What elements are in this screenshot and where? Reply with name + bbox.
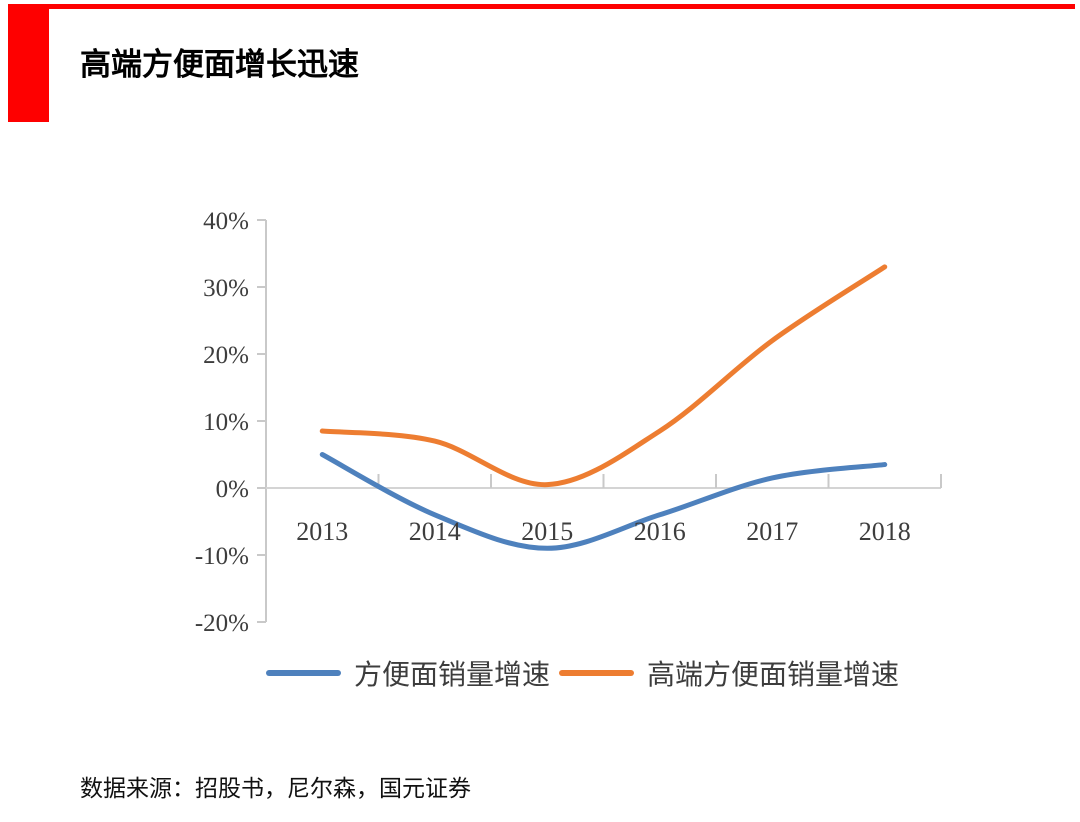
x-tick-label: 2014 [409,517,461,546]
legend-line-swatch-orange [559,670,635,676]
red-top-rule [49,4,1075,9]
y-tick-label: 40% [203,208,249,235]
series-layer [319,264,888,551]
x-tick-label: 2016 [634,517,686,546]
series-line-1 [319,264,888,488]
axis-label-layer: 40% 30% 20% 10% 0% -10% -20% 2013 2014 2015 2016 20… [195,208,911,637]
y-tick-label: 0% [216,476,249,503]
y-tick-label: 20% [203,342,249,369]
legend-label: 高端方便面销量增速 [647,660,900,691]
data-source-note: 数据来源：招股书，尼尔森，国元证券 [80,776,471,801]
y-tick-label: -20% [195,610,249,637]
y-tick-label: 10% [203,409,249,436]
chart-legend: 方便面销量增速 高端方便面销量增速 [266,655,899,691]
axis-layer [257,219,942,623]
legend-item-premium-noodle-growth: 高端方便面销量增速 [559,653,899,693]
y-tick-label: -10% [195,543,249,570]
x-tick-label: 2013 [296,517,348,546]
legend-line-swatch-blue [266,670,341,676]
series-line-0 [319,452,888,551]
legend-item-noodle-growth: 方便面销量增速 [266,653,550,693]
x-tick-label: 2015 [521,517,573,546]
y-tick-label: 30% [203,275,249,302]
x-tick-label: 2017 [746,517,798,546]
red-accent-block [8,4,49,122]
chart-title: 高端方便面增长迅速 [80,47,359,82]
legend-label: 方便面销量增速 [354,660,551,691]
x-tick-label: 2018 [859,517,911,546]
